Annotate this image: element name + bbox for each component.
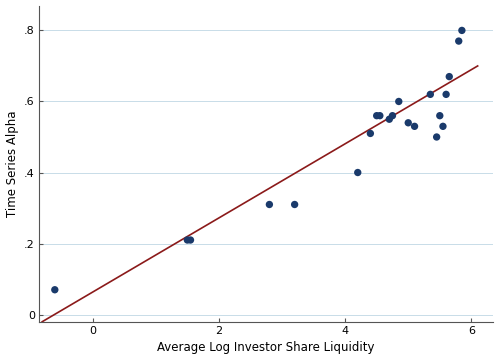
Point <box>290 202 298 207</box>
Point <box>445 74 453 80</box>
Point <box>51 287 59 293</box>
Point <box>395 99 403 104</box>
Point <box>265 202 273 207</box>
Point <box>366 131 374 136</box>
Point <box>426 91 434 97</box>
Y-axis label: Time Series Alpha: Time Series Alpha <box>5 111 18 217</box>
X-axis label: Average Log Investor Share Liquidity: Average Log Investor Share Liquidity <box>158 341 375 355</box>
Point <box>442 91 450 97</box>
Point <box>433 134 441 140</box>
Point <box>436 113 444 118</box>
Point <box>404 120 412 126</box>
Point <box>376 113 384 118</box>
Point <box>455 38 463 44</box>
Point <box>183 237 191 243</box>
Point <box>354 170 362 175</box>
Point <box>373 113 381 118</box>
Point <box>388 113 396 118</box>
Point <box>385 116 393 122</box>
Point <box>439 123 447 129</box>
Point <box>458 28 466 33</box>
Point <box>187 237 195 243</box>
Point <box>411 123 419 129</box>
